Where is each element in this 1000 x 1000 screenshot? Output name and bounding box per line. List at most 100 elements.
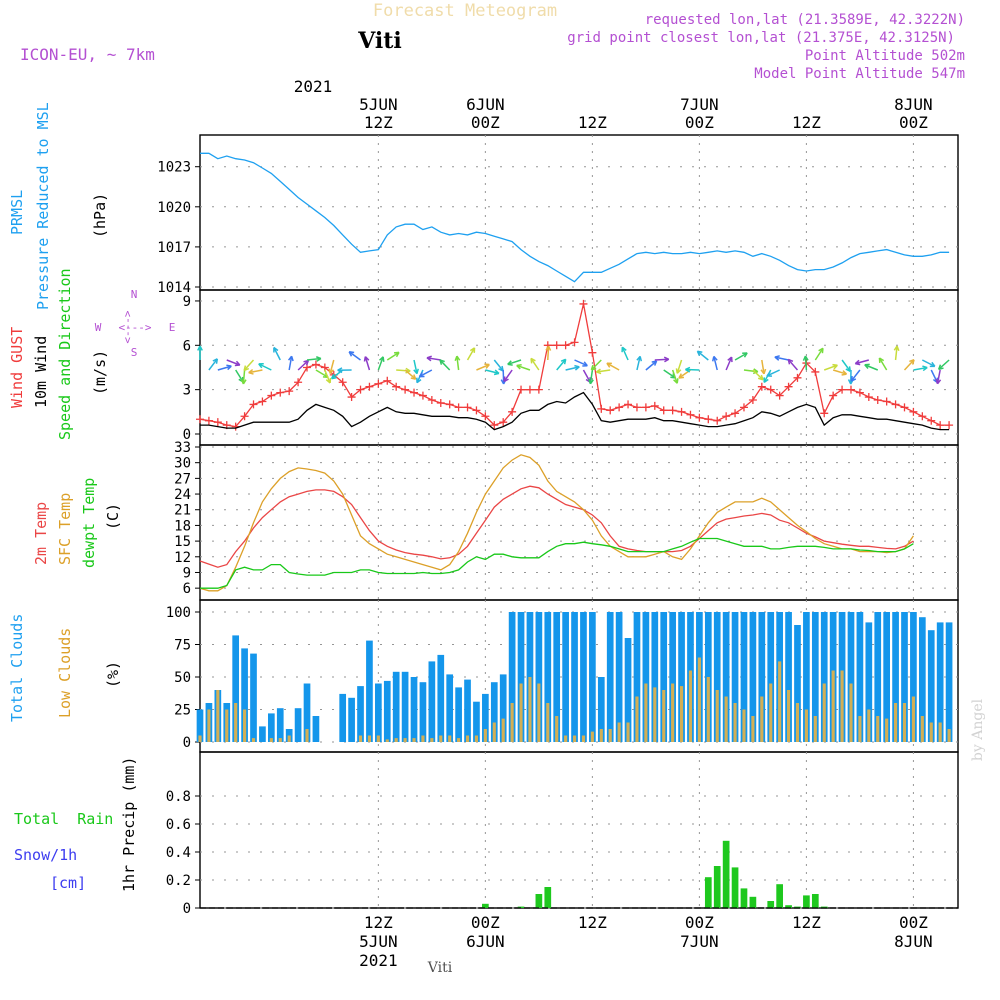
low-cloud-bar xyxy=(269,738,273,742)
total-cloud-bar xyxy=(339,693,347,742)
top-hour-label: 00Z xyxy=(471,113,500,132)
gust-point xyxy=(597,404,606,413)
low-cloud-bar xyxy=(804,709,808,742)
wind-arrow-head xyxy=(484,363,490,369)
gust-point xyxy=(784,382,793,391)
low-cloud-bar xyxy=(778,661,782,742)
wind-arrow-head xyxy=(685,366,691,373)
wind-arrow xyxy=(752,369,764,381)
total-cloud-bar xyxy=(401,671,409,742)
precip-bar xyxy=(704,877,712,908)
gust-point xyxy=(374,379,383,388)
low-cloud-bar xyxy=(216,690,220,742)
chart-subtitle: Forecast Meteogram xyxy=(373,1,557,21)
wind-arrow xyxy=(894,345,898,361)
wind-arrow-head xyxy=(636,355,643,362)
wind-arrow xyxy=(258,363,272,371)
wind-arrow xyxy=(386,351,400,361)
gust-point xyxy=(838,385,847,394)
gust-point xyxy=(499,418,508,427)
total-cloud-bar xyxy=(276,708,284,742)
top-date-label: 5JUN xyxy=(359,95,398,114)
total-cloud-bar xyxy=(366,640,373,742)
wind-arrow-head xyxy=(922,365,928,372)
precip-bar xyxy=(535,894,543,908)
wind-arrow-head xyxy=(727,356,733,363)
top-hour-label: 00Z xyxy=(685,113,714,132)
low-cloud-bar xyxy=(715,690,719,742)
y-tick-label: 30 xyxy=(174,456,191,472)
bottom-date-label: 5JUN xyxy=(359,932,398,951)
wind-arrow-head xyxy=(240,379,247,385)
y-tick-label: 18 xyxy=(174,518,191,534)
total-cloud-bar xyxy=(794,625,801,742)
total-cloud-bar xyxy=(250,653,257,742)
footer-credit: by Angel xyxy=(970,698,986,761)
snow-legend: Snow/1h xyxy=(14,846,77,864)
low-cloud-bar xyxy=(760,696,764,742)
y-tick-label: 6 xyxy=(183,581,191,597)
gust-point xyxy=(855,388,864,397)
wind-arrow xyxy=(466,347,476,361)
gust-point xyxy=(454,403,463,412)
low-cloud-bar xyxy=(947,729,951,742)
wind-arrow xyxy=(841,359,851,372)
wind-arrow xyxy=(913,366,928,371)
total-cloud-bar xyxy=(446,674,454,742)
gust-point xyxy=(829,391,838,400)
y-tick-label: 21 xyxy=(174,503,191,519)
wind-arrow-head xyxy=(469,347,476,353)
total-cloud-bar xyxy=(865,622,873,742)
gust-point xyxy=(668,406,677,415)
gust-point xyxy=(490,421,499,430)
wind-arrow xyxy=(439,359,451,371)
wind-arrow-head xyxy=(530,357,536,364)
wind-arrow-head xyxy=(507,360,513,366)
low-cloud-bar xyxy=(769,683,773,742)
wind-arrow-head xyxy=(937,364,944,371)
total-cloud-bar xyxy=(669,612,676,742)
clouds-panel: 0 25 50 75 100 xyxy=(166,599,959,753)
top-date-label: 6JUN xyxy=(466,95,505,114)
gust-point xyxy=(579,299,588,308)
wind-arrow xyxy=(636,356,641,371)
wind-arrow-head xyxy=(588,378,594,385)
gust-point xyxy=(722,412,731,421)
model-label: ICON-EU, ~ 7km xyxy=(20,45,155,64)
gust-point xyxy=(481,412,490,421)
wind-arrow xyxy=(903,359,915,371)
total-cloud-bar xyxy=(294,708,302,742)
y-tick-label: 75 xyxy=(174,638,191,654)
total-cloud-bar xyxy=(571,612,578,742)
series-line-sfc-temp xyxy=(199,454,914,592)
gust-point xyxy=(757,382,766,391)
low-cloud-bar xyxy=(358,735,363,742)
precip-bar xyxy=(482,903,489,908)
gust-label: Wind GUST xyxy=(8,327,26,408)
precip-bar xyxy=(785,905,792,908)
wind-arrow-head xyxy=(243,365,250,372)
low-cloud-bar xyxy=(376,735,380,742)
gust-point xyxy=(561,341,570,350)
low-cloud-bar xyxy=(733,703,737,742)
low-cloud-bar xyxy=(287,735,291,742)
low-cloud-bar xyxy=(385,739,389,742)
low-cloud-bar xyxy=(679,686,684,742)
rain-legend: Total Rain xyxy=(14,810,113,828)
wind-arrow-head xyxy=(413,368,419,375)
wind-arrow xyxy=(297,359,309,371)
wind-arrow-head xyxy=(935,378,942,385)
wind-arrow xyxy=(855,359,870,365)
compass-horizontal: <---> xyxy=(118,321,151,334)
gust-point xyxy=(811,367,820,376)
footer-station: Viti xyxy=(427,960,453,976)
total-cloud-bar xyxy=(589,612,596,742)
total-cloud-bar xyxy=(945,622,953,742)
low-cloud-bar xyxy=(706,677,710,742)
wind-arrow-head xyxy=(454,355,461,362)
wind-arrow-head xyxy=(675,368,682,374)
snow-unit: [cm] xyxy=(50,874,86,892)
low-cloud-bar xyxy=(367,735,371,742)
dir-label: Speed and Direction xyxy=(56,268,74,440)
bottom-date-label: 6JUN xyxy=(466,932,505,951)
